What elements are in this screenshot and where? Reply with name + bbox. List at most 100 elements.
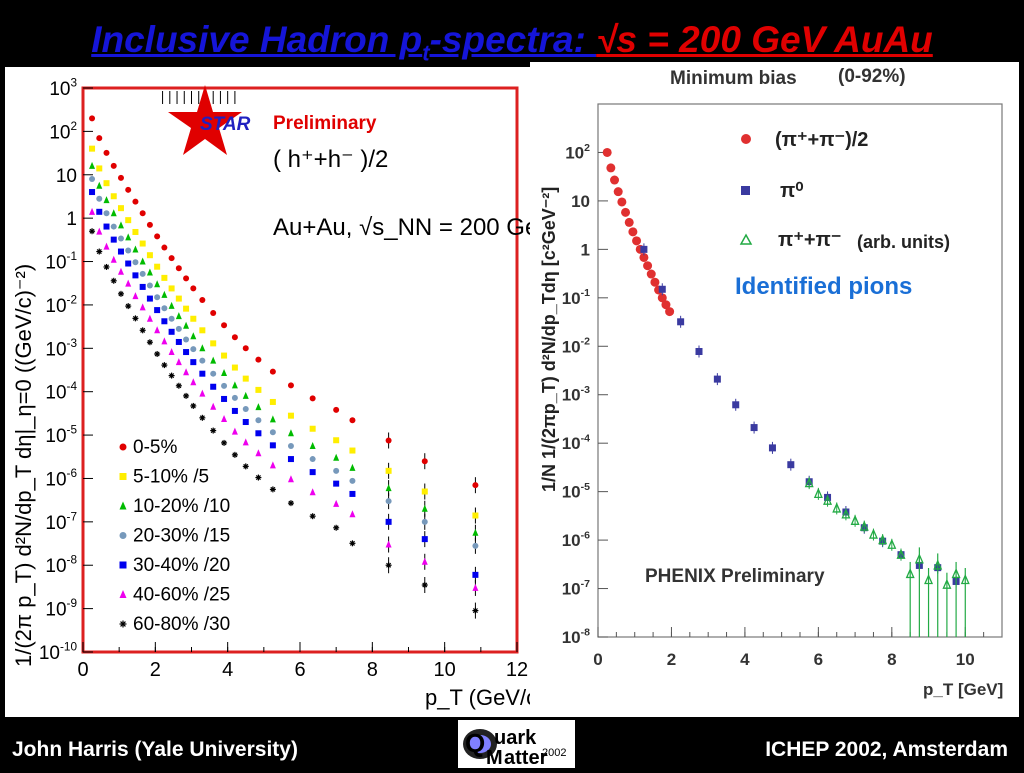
phenix-data-point (813, 487, 823, 499)
star-data-point (231, 451, 238, 458)
star-data-point (231, 381, 238, 389)
star-data-point (146, 282, 153, 289)
star-data-point (472, 571, 479, 578)
star-data-point (103, 263, 110, 270)
star-data-point (221, 395, 228, 402)
star-data-point (117, 221, 124, 229)
star-data-point (190, 378, 197, 386)
phenix-data-point (606, 163, 616, 173)
star-data-point (333, 480, 340, 487)
star-data-point (125, 279, 132, 287)
phenix-y-tick-label: 10-8 (562, 626, 590, 647)
phenix-data-point (610, 175, 620, 185)
phenix-y-tick-label: 1 (581, 240, 590, 259)
star-particle-label: ( h⁺+h⁻ )/2 (273, 146, 388, 173)
star-data-point (183, 336, 190, 343)
star-data-point (255, 403, 262, 411)
star-data-point (287, 382, 294, 389)
star-data-point (96, 165, 103, 172)
phenix-data-point (602, 147, 612, 157)
star-data-point (154, 263, 161, 270)
star-data-point (117, 235, 124, 242)
star-data-point (154, 294, 161, 301)
star-data-point (231, 334, 238, 341)
phenix-data-point (661, 300, 671, 310)
star-data-point (96, 181, 103, 189)
star-data-point (255, 417, 262, 424)
phenix-y-tick-label: 10-5 (562, 481, 590, 502)
phenix-data-point (878, 533, 888, 545)
star-data-point (183, 349, 190, 356)
star-y-tick-label: 10-9 (45, 597, 77, 621)
star-data-point (421, 518, 428, 525)
phenix-data-point (646, 269, 656, 279)
star-legend-marker (119, 473, 127, 480)
star-data-point (385, 540, 392, 548)
star-data-point (125, 247, 132, 254)
star-data-point (96, 208, 103, 215)
phenix-data-point (613, 187, 623, 197)
phenix-data-point (804, 476, 814, 488)
star-data-point (146, 314, 153, 322)
star-data-point (269, 368, 276, 375)
phenix-x-tick-label: 4 (740, 650, 750, 669)
footer-conference: ICHEP 2002, Amsterdam (765, 738, 1008, 761)
star-data-point (161, 274, 168, 281)
star-data-point (96, 135, 103, 142)
phenix-data-point (617, 197, 627, 207)
star-data-point (231, 407, 238, 414)
star-data-point (96, 248, 103, 255)
star-data-point (309, 425, 316, 432)
phenix-data-point (621, 207, 631, 217)
phenix-data-point (643, 261, 653, 271)
star-data-point (161, 318, 168, 325)
star-data-point (242, 345, 249, 352)
phenix-data-point (665, 307, 675, 317)
star-data-point (132, 292, 139, 300)
star-data-point (309, 395, 316, 402)
star-data-point (287, 412, 294, 419)
star-data-point (103, 196, 110, 204)
star-data-point (89, 115, 96, 122)
phenix-x-tick-label: 0 (593, 650, 602, 669)
star-data-point (132, 228, 139, 235)
star-data-point (96, 227, 103, 235)
phenix-x-tick-label: 10 (956, 650, 975, 669)
phenix-y-tick-label: 10-3 (562, 384, 590, 405)
star-data-point (269, 415, 276, 423)
footer-author: John Harris (Yale University) (12, 738, 298, 761)
star-data-point (132, 198, 139, 205)
star-data-point (287, 456, 294, 463)
star-data-point (385, 484, 392, 492)
phenix-data-point (677, 318, 685, 326)
title-main: Inclusive Hadron p (91, 19, 423, 60)
phenix-data-point (787, 461, 795, 469)
star-data-point (117, 205, 124, 212)
star-data-point (168, 372, 175, 379)
star-legend-label: 40-60% /25 (133, 585, 230, 606)
star-data-point (309, 469, 316, 476)
star-data-point (231, 427, 238, 435)
star-data-point (89, 145, 96, 152)
phenix-data-point (632, 236, 642, 246)
phenix-y-tick-label: 10-7 (562, 578, 590, 599)
phenix-y-tick-label: 10-4 (562, 433, 590, 454)
star-data-point (175, 358, 182, 366)
star-data-point (210, 356, 217, 364)
star-data-point (221, 414, 228, 422)
star-data-point (168, 285, 175, 292)
star-data-point (421, 488, 428, 495)
star-data-point (110, 277, 117, 284)
slide-title: Inclusive Hadron pt-spectra: √s = 200 Ge… (0, 18, 1024, 75)
star-data-point (117, 267, 124, 275)
quark-matter-logo: Q uark M atter 2002 (458, 720, 575, 769)
star-data-point (168, 255, 175, 262)
star-data-point (472, 528, 479, 536)
star-data-point (132, 245, 139, 253)
phenix-y-tick-label: 10-6 (562, 529, 590, 550)
star-data-point (139, 327, 146, 334)
star-legend-marker (119, 501, 127, 510)
star-data-point (103, 223, 110, 230)
star-legend-label: 60-80% /30 (133, 614, 230, 635)
phenix-status: PHENIX Preliminary (645, 566, 825, 587)
